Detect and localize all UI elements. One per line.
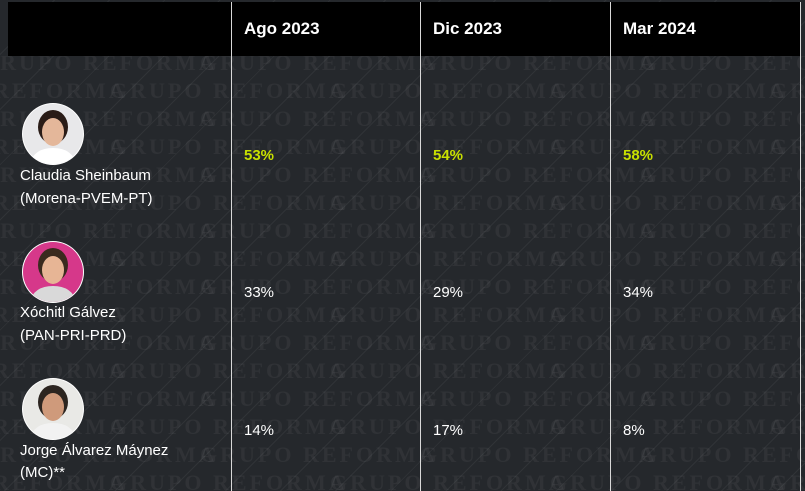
poll-value: 8% <box>623 422 645 439</box>
watermark: GRUPO REFORMA <box>640 442 805 467</box>
watermark: GRUPO REFORMA <box>200 218 438 243</box>
watermark: GRUPO REFORMA <box>640 106 805 131</box>
watermark: GRUPO REFORMA <box>200 386 438 411</box>
column-header: Ago 2023 <box>244 19 320 38</box>
watermark: GRUPO REFORMA <box>420 442 658 467</box>
watermark: GRUPO REFORMA <box>420 330 658 355</box>
watermark: GRUPO REFORMA <box>200 106 438 131</box>
watermark: GRUPO REFORMA <box>640 386 805 411</box>
poll-value: 53% <box>244 147 275 164</box>
avatar <box>22 378 84 440</box>
watermark: GRUPO REFORMA <box>330 358 568 383</box>
poll-value: 29% <box>433 284 464 301</box>
watermark: GRUPO REFORMA <box>770 302 805 327</box>
watermark: GRUPO REFORMA <box>110 190 348 215</box>
watermark: GRUPO REFORMA <box>0 358 128 383</box>
watermark: GRUPO REFORMA <box>420 106 658 131</box>
watermark: GRUPO REFORMA <box>550 302 788 327</box>
candidate-party: (PAN-PRI-PRD) <box>20 327 127 344</box>
watermark: GRUPO REFORMA <box>550 414 788 439</box>
column-divider <box>800 2 801 491</box>
column-divider <box>610 2 611 491</box>
watermark: GRUPO REFORMA <box>0 302 128 327</box>
watermark: GRUPO REFORMA <box>330 78 568 103</box>
watermark: GRUPO REFORMA <box>330 190 568 215</box>
watermark: GRUPO REFORMA <box>200 162 438 187</box>
candidate-name: Jorge Álvarez Máynez <box>20 442 169 459</box>
avatar <box>22 103 84 165</box>
watermark: GRUPO REFORMA <box>770 358 805 383</box>
watermark: GRUPO REFORMA <box>110 302 348 327</box>
watermark: GRUPO REFORMA <box>0 162 218 187</box>
watermark: GRUPO REFORMA <box>420 162 658 187</box>
watermark: GRUPO REFORMA <box>550 358 788 383</box>
header-row <box>8 2 800 56</box>
watermark-layer: GRUPO REFORMA GRUPO REFORMA GRUPO REFORMA G… <box>0 56 805 491</box>
poll-value: 58% <box>623 147 654 164</box>
poll-value: 17% <box>433 422 464 439</box>
watermark: GRUPO REFORMA <box>550 190 788 215</box>
column-header: Mar 2024 <box>623 19 696 38</box>
watermark: GRUPO REFORMA <box>0 78 128 103</box>
watermark: GRUPO REFORMA <box>770 246 805 271</box>
poll-value: 14% <box>244 422 275 439</box>
watermark: GRUPO REFORMA <box>640 162 805 187</box>
column-divider <box>231 2 232 491</box>
watermark: GRUPO REFORMA <box>550 78 788 103</box>
watermark: GRUPO REFORMA <box>330 302 568 327</box>
candidate-party: (Morena-PVEM-PT) <box>20 190 153 207</box>
watermark: GRUPO REFORMA <box>420 386 658 411</box>
watermark: GRUPO REFORMA <box>550 246 788 271</box>
watermark: GRUPO REFORMA <box>0 470 128 491</box>
watermark: GRUPO REFORMA <box>0 218 218 243</box>
watermark: GRUPO REFORMA <box>770 134 805 159</box>
watermark: GRUPO REFORMA <box>640 218 805 243</box>
watermark: GRUPO REFORMA <box>640 330 805 355</box>
watermark: GRUPO REFORMA <box>640 274 805 299</box>
watermark: GRUPO REFORMA <box>0 442 218 467</box>
watermark: GRUPO REFORMA <box>550 470 788 491</box>
watermark: GRUPO REFORMA <box>770 470 805 491</box>
watermark: GRUPO REFORMA <box>110 414 348 439</box>
watermark: GRUPO REFORMA <box>110 134 348 159</box>
poll-value: 33% <box>244 284 275 301</box>
watermark: GRUPO REFORMA <box>200 56 438 75</box>
watermark: GRUPO REFORMA <box>110 78 348 103</box>
candidate-party: (MC)** <box>20 464 65 481</box>
watermark: GRUPO REFORMA <box>110 246 348 271</box>
watermark: GRUPO REFORMA <box>770 414 805 439</box>
watermark: GRUPO REFORMA <box>0 190 128 215</box>
watermark: GRUPO REFORMA <box>420 218 658 243</box>
watermark: GRUPO REFORMA <box>550 134 788 159</box>
watermark: GRUPO REFORMA <box>330 414 568 439</box>
watermark: GRUPO REFORMA <box>770 190 805 215</box>
watermark: GRUPO REFORMA <box>0 56 218 75</box>
candidate-name: Xóchitl Gálvez <box>20 304 116 321</box>
watermark: GRUPO REFORMA <box>200 442 438 467</box>
watermark: GRUPO REFORMA <box>110 358 348 383</box>
poll-value: 34% <box>623 284 654 301</box>
avatar <box>22 241 84 303</box>
watermark: GRUPO REFORMA <box>640 56 805 75</box>
watermark: GRUPO REFORMA <box>200 330 438 355</box>
watermark: GRUPO REFORMA <box>770 78 805 103</box>
column-divider <box>420 2 421 491</box>
watermark: GRUPO REFORMA <box>420 274 658 299</box>
watermark: GRUPO REFORMA <box>200 274 438 299</box>
candidate-name: Claudia Sheinbaum <box>20 167 151 184</box>
watermark: GRUPO REFORMA <box>420 56 658 75</box>
watermark: GRUPO REFORMA <box>330 246 568 271</box>
watermark: GRUPO REFORMA <box>330 134 568 159</box>
watermark: GRUPO REFORMA <box>0 330 218 355</box>
watermark: GRUPO REFORMA <box>330 470 568 491</box>
column-header: Dic 2023 <box>433 19 502 38</box>
watermark: GRUPO REFORMA <box>110 470 348 491</box>
poll-value: 54% <box>433 147 464 164</box>
